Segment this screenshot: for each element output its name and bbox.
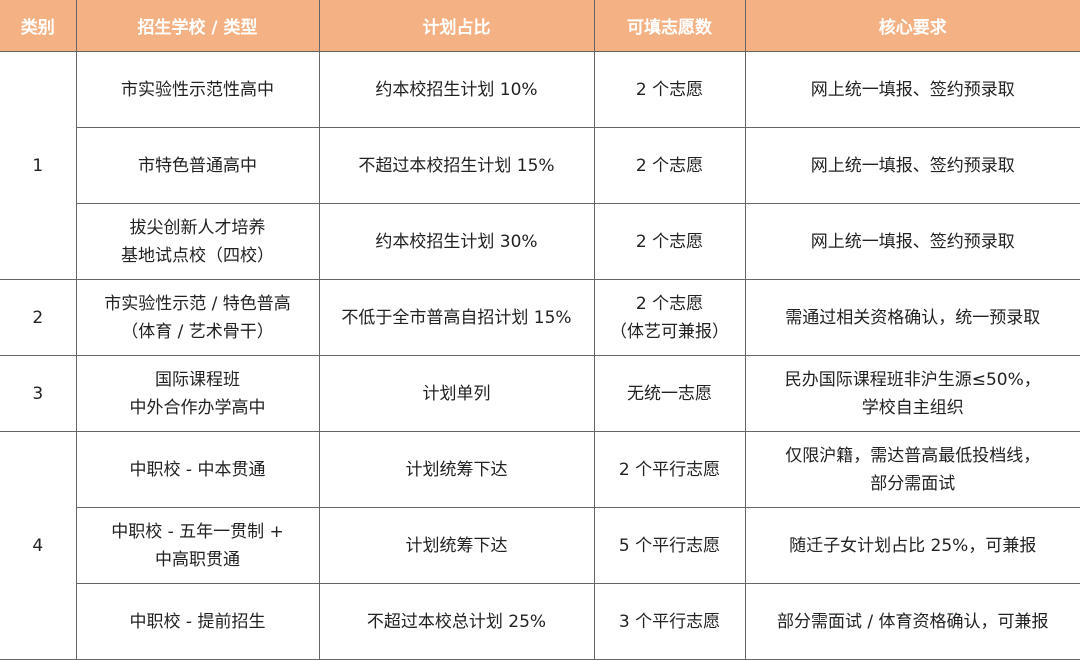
- cell-line: 需通过相关资格确认，统一预录取: [785, 307, 1041, 328]
- header-category: 类别: [0, 0, 77, 52]
- table-row: 拔尖创新人才培养 基地试点校（四校） 约本校招生计划 30% 2 个志愿 网上统…: [0, 203, 1080, 280]
- category-cell: 1: [0, 51, 77, 280]
- cell-line: 拔尖创新人才培养: [129, 217, 266, 238]
- requirements-cell: 网上统一填报、签约预录取: [744, 127, 1080, 204]
- school-cell: 市实验性示范性高中: [75, 51, 320, 128]
- cell-line: 网上统一填报、签约预录取: [810, 79, 1015, 100]
- school-cell: 市实验性示范 / 特色普高 （体育 / 艺术骨干）: [75, 279, 320, 356]
- cell-line: 部分需面试 / 体育资格确认，可兼报: [776, 611, 1049, 632]
- header-ratio: 计划占比: [318, 0, 595, 52]
- requirements-cell: 民办国际课程班非沪生源≤50%， 学校自主组织: [744, 355, 1080, 432]
- table-row: 3 国际课程班 中外合作办学高中 计划单列 无统一志愿 民办国际课程班非沪生源≤…: [0, 355, 1080, 432]
- table-row: 中职校 - 提前招生 不超过本校总计划 25% 3 个平行志愿 部分需面试 / …: [0, 583, 1080, 660]
- table-row: 2 市实验性示范 / 特色普高 （体育 / 艺术骨干） 不低于全市普高自招计划 …: [0, 279, 1080, 356]
- cell-line: 市特色普通高中: [138, 155, 257, 176]
- ratio-cell: 不低于全市普高自招计划 15%: [318, 279, 595, 356]
- cell-line: 中外合作办学高中: [129, 397, 266, 418]
- cell-line: 约本校招生计划 30%: [375, 231, 538, 252]
- ratio-cell: 约本校招生计划 10%: [318, 51, 595, 128]
- table-row: 中职校 - 五年一贯制 + 中高职贯通 计划统筹下达 5 个平行志愿 随迁子女计…: [0, 507, 1080, 584]
- category-cell: 4: [0, 431, 77, 660]
- cell-line: 中职校 - 中本贯通: [129, 459, 266, 480]
- header-school: 招生学校 / 类型: [75, 0, 320, 52]
- cell-line: 无统一志愿: [627, 383, 712, 404]
- cell-line: 计划单列: [422, 383, 491, 404]
- cell-line: （体艺可兼报）: [610, 321, 729, 342]
- choices-cell: 3 个平行志愿: [593, 583, 746, 660]
- cell-line: 随迁子女计划占比 25%，可兼报: [789, 535, 1037, 556]
- ratio-cell: 不超过本校招生计划 15%: [318, 127, 595, 204]
- choices-cell: 2 个志愿: [593, 203, 746, 280]
- cell-line: （体育 / 艺术骨干）: [121, 321, 274, 342]
- requirements-cell: 需通过相关资格确认，统一预录取: [744, 279, 1080, 356]
- table-row: 1 市实验性示范性高中 约本校招生计划 10% 2 个志愿 网上统一填报、签约预…: [0, 51, 1080, 280]
- school-cell: 国际课程班 中外合作办学高中: [75, 355, 320, 432]
- cell-line: 市实验性示范性高中: [121, 79, 274, 100]
- choices-cell: 5 个平行志愿: [593, 507, 746, 584]
- school-cell: 中职校 - 中本贯通: [75, 431, 320, 508]
- category-cell: 2: [0, 279, 77, 356]
- requirements-cell: 网上统一填报、签约预录取: [744, 51, 1080, 128]
- school-cell: 市特色普通高中: [75, 127, 320, 204]
- header-requirements: 核心要求: [744, 0, 1080, 52]
- requirements-cell: 部分需面试 / 体育资格确认，可兼报: [744, 583, 1080, 660]
- cell-line: 计划统筹下达: [405, 535, 508, 556]
- cell-line: 不超过本校总计划 25%: [366, 611, 547, 632]
- cell-line: 部分需面试: [870, 473, 956, 494]
- cell-line: 网上统一填报、签约预录取: [810, 155, 1015, 176]
- category-cell: 3: [0, 355, 77, 432]
- requirements-cell: 随迁子女计划占比 25%，可兼报: [744, 507, 1080, 584]
- school-cell: 拔尖创新人才培养 基地试点校（四校）: [75, 203, 320, 280]
- cell-line: 中职校 - 五年一贯制 +: [111, 521, 284, 542]
- cell-line: 基地试点校（四校）: [121, 245, 274, 266]
- cell-line: 约本校招生计划 10%: [375, 79, 538, 100]
- cell-line: 3 个平行志愿: [618, 611, 721, 632]
- requirements-cell: 仅限沪籍，需达普高最低投档线， 部分需面试: [744, 431, 1080, 508]
- cell-line: 2 个志愿: [635, 231, 704, 252]
- cell-line: 网上统一填报、签约预录取: [810, 231, 1015, 252]
- ratio-cell: 不超过本校总计划 25%: [318, 583, 595, 660]
- cell-line: 2 个志愿: [635, 79, 704, 100]
- cell-line: 2 个志愿: [635, 155, 704, 176]
- cell-line: 中职校 - 提前招生: [129, 611, 266, 632]
- cell-line: 市实验性示范 / 特色普高: [104, 293, 291, 314]
- cell-line: 2 个平行志愿: [618, 459, 721, 480]
- ratio-cell: 计划单列: [318, 355, 595, 432]
- cell-line: 民办国际课程班非沪生源≤50%，: [784, 369, 1041, 390]
- choices-cell: 2 个志愿: [593, 51, 746, 128]
- ratio-cell: 约本校招生计划 30%: [318, 203, 595, 280]
- ratio-cell: 计划统筹下达: [318, 507, 595, 584]
- school-cell: 中职校 - 提前招生: [75, 583, 320, 660]
- cell-line: 不超过本校招生计划 15%: [358, 155, 555, 176]
- ratio-cell: 计划统筹下达: [318, 431, 595, 508]
- header-choices: 可填志愿数: [593, 0, 746, 52]
- choices-cell: 2 个志愿: [593, 127, 746, 204]
- cell-line: 仅限沪籍，需达普高最低投档线，: [785, 445, 1041, 466]
- table-header-row: 类别 招生学校 / 类型 计划占比 可填志愿数 核心要求: [0, 0, 1080, 52]
- school-cell: 中职校 - 五年一贯制 + 中高职贯通: [75, 507, 320, 584]
- choices-cell: 2 个平行志愿: [593, 431, 746, 508]
- cell-line: 学校自主组织: [861, 397, 964, 418]
- cell-line: 中高职贯通: [155, 549, 240, 570]
- table-row: 4 中职校 - 中本贯通 计划统筹下达 2 个平行志愿 仅限沪籍，需达普高最低投…: [0, 431, 1080, 660]
- cell-line: 国际课程班: [155, 369, 240, 390]
- cell-line: 计划统筹下达: [405, 459, 508, 480]
- table-row: 市特色普通高中 不超过本校招生计划 15% 2 个志愿 网上统一填报、签约预录取: [0, 127, 1080, 204]
- choices-cell: 无统一志愿: [593, 355, 746, 432]
- choices-cell: 2 个志愿 （体艺可兼报）: [593, 279, 746, 356]
- cell-line: 2 个志愿: [635, 293, 704, 314]
- cell-line: 不低于全市普高自招计划 15%: [341, 307, 572, 328]
- cell-line: 5 个平行志愿: [618, 535, 721, 556]
- requirements-cell: 网上统一填报、签约预录取: [744, 203, 1080, 280]
